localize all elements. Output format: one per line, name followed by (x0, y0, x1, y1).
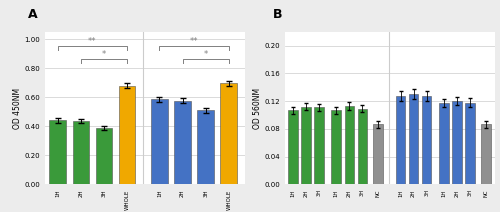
Text: **: ** (88, 37, 96, 46)
Bar (332, 110, 341, 184)
Text: *: * (204, 50, 208, 59)
Bar (96, 128, 112, 184)
Text: A: A (28, 8, 37, 21)
Bar (466, 103, 475, 184)
Bar (288, 110, 298, 184)
Bar (374, 124, 383, 184)
Text: B: B (272, 8, 282, 21)
Y-axis label: OD 560NM: OD 560NM (252, 88, 262, 129)
Bar (481, 124, 490, 184)
Bar (409, 94, 418, 184)
Bar (220, 83, 237, 184)
Bar (72, 121, 89, 184)
Bar (344, 106, 354, 184)
Bar (174, 101, 191, 184)
Bar (452, 101, 462, 184)
Bar (396, 96, 405, 184)
Bar (119, 86, 136, 184)
Bar (151, 99, 168, 184)
Text: *: * (102, 50, 106, 59)
Y-axis label: OD 450NM: OD 450NM (12, 88, 22, 129)
Bar (439, 103, 448, 184)
Bar (314, 107, 324, 184)
Bar (422, 96, 432, 184)
Bar (50, 120, 66, 184)
Text: **: ** (190, 37, 198, 46)
Bar (302, 107, 310, 184)
Bar (198, 110, 214, 184)
Bar (358, 109, 367, 184)
